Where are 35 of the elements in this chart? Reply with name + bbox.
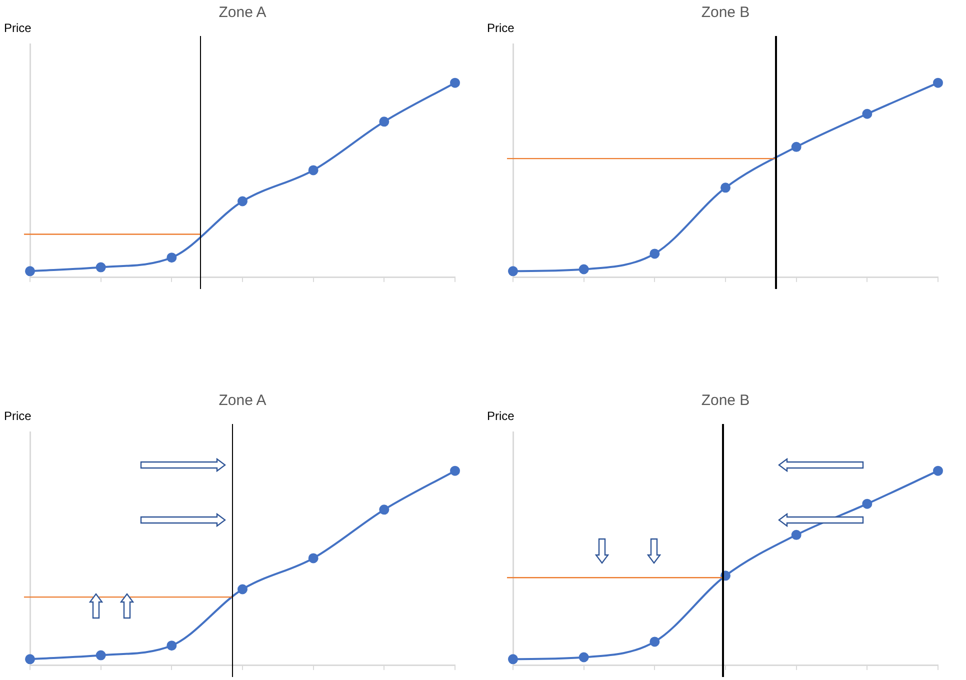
point xyxy=(379,504,390,515)
point xyxy=(238,584,248,594)
y-axis-title: Price xyxy=(487,409,515,423)
chart-title: Zone A xyxy=(218,392,266,410)
chart-title: Zone A xyxy=(218,4,266,22)
point xyxy=(862,498,872,509)
point xyxy=(933,78,943,88)
point xyxy=(720,182,730,193)
chart-title: Zone B xyxy=(701,4,750,22)
y-axis-title: Price xyxy=(487,21,515,35)
point xyxy=(166,640,177,651)
point xyxy=(96,262,106,272)
y-axis-title: Price xyxy=(4,409,32,423)
point xyxy=(650,636,660,647)
point xyxy=(25,266,35,276)
y-axis-title: Price xyxy=(4,21,32,35)
point xyxy=(450,78,460,88)
point xyxy=(379,116,390,127)
point xyxy=(308,553,318,564)
point xyxy=(238,196,248,206)
point xyxy=(933,466,943,476)
point xyxy=(25,654,35,664)
chart-title: Zone B xyxy=(701,392,750,410)
point xyxy=(508,266,518,276)
point xyxy=(791,530,802,540)
point xyxy=(308,165,318,176)
point xyxy=(166,252,177,263)
point xyxy=(578,264,589,274)
point xyxy=(96,650,106,660)
point xyxy=(508,654,518,664)
point xyxy=(450,466,460,476)
point xyxy=(578,652,589,662)
point xyxy=(862,108,872,119)
point xyxy=(650,248,660,259)
point xyxy=(791,142,802,152)
